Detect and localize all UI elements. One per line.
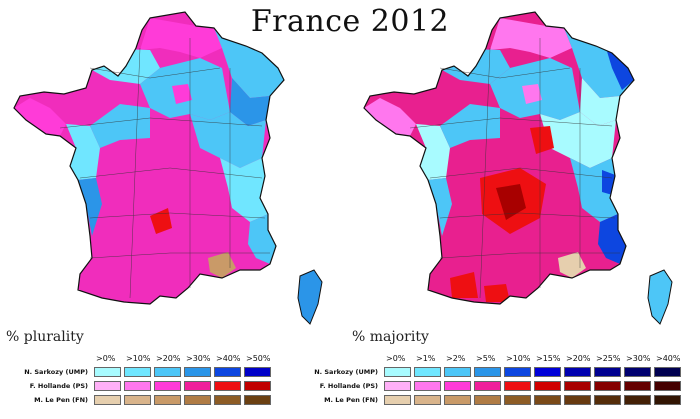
legend-swatch — [624, 367, 651, 377]
legend-swatch — [534, 381, 561, 391]
legend-header: >0% — [96, 354, 116, 363]
legend-header: >20% — [566, 354, 591, 363]
legend-swatch — [534, 367, 561, 377]
majority-map-regions — [364, 12, 634, 304]
legend-swatch — [594, 395, 621, 405]
legend-swatch — [94, 395, 121, 405]
legend-swatch — [124, 367, 151, 377]
legend-header: >30% — [626, 354, 651, 363]
legend-header: >30% — [186, 354, 211, 363]
legend-header: >1% — [416, 354, 436, 363]
legend-swatch — [564, 395, 591, 405]
legend-swatch — [184, 367, 211, 377]
legend-swatch — [444, 367, 471, 377]
legend-header: >50% — [246, 354, 271, 363]
corsica — [647, 269, 673, 325]
legend-swatch — [504, 367, 531, 377]
legend-row-label: M. Le Pen (FN) — [34, 396, 88, 404]
legend-header: >5% — [476, 354, 496, 363]
legend-header: >40% — [656, 354, 681, 363]
legend-swatch — [414, 367, 441, 377]
legend-swatch — [504, 395, 531, 405]
plurality-caption: % plurality — [6, 329, 84, 345]
legend-header: >25% — [596, 354, 621, 363]
legend-swatch — [154, 395, 181, 405]
legend-swatch — [654, 381, 681, 391]
legend-swatch — [654, 367, 681, 377]
legend-swatch — [564, 381, 591, 391]
majority-caption: % majority — [352, 329, 429, 345]
legend-swatch — [474, 395, 501, 405]
legend-swatch — [414, 381, 441, 391]
legend-row-label: N. Sarkozy (UMP) — [314, 368, 378, 376]
legend-swatch — [384, 381, 411, 391]
legend-swatch — [384, 367, 411, 377]
legend-swatch — [654, 395, 681, 405]
legend-header: >2% — [446, 354, 466, 363]
legend-swatch — [504, 381, 531, 391]
legend-swatch — [244, 381, 271, 391]
france-outline — [363, 11, 635, 305]
legend-swatch — [124, 381, 151, 391]
legend-swatch — [534, 395, 561, 405]
legend-swatch — [444, 395, 471, 405]
legend-swatch — [154, 367, 181, 377]
department-borders — [59, 38, 270, 299]
legend-swatch — [94, 381, 121, 391]
plurality-map-regions — [14, 12, 284, 304]
legend-swatch — [214, 381, 241, 391]
legend-swatch — [94, 367, 121, 377]
majority-map — [363, 11, 673, 325]
legend-header: >15% — [536, 354, 561, 363]
department-borders — [409, 38, 620, 299]
legend-swatch — [384, 395, 411, 405]
legend-row-label: F. Hollande (PS) — [319, 382, 378, 390]
legend-header: >40% — [216, 354, 241, 363]
legend-swatch — [564, 367, 591, 377]
legend-swatch — [624, 381, 651, 391]
legend-row-label: M. Le Pen (FN) — [324, 396, 378, 404]
legend-header: >0% — [386, 354, 406, 363]
legend-swatch — [594, 367, 621, 377]
legend-header: >20% — [156, 354, 181, 363]
legend-swatch — [184, 381, 211, 391]
plurality-map — [13, 11, 323, 325]
legend-swatch — [474, 367, 501, 377]
legend-row-label: N. Sarkozy (UMP) — [24, 368, 88, 376]
legend-swatch — [184, 395, 211, 405]
france-outline — [13, 11, 285, 305]
legend-swatch — [244, 395, 271, 405]
legend-swatch — [444, 381, 471, 391]
legend-header: >10% — [506, 354, 531, 363]
legend-swatch — [414, 395, 441, 405]
corsica — [297, 269, 323, 325]
legend-swatch — [124, 395, 151, 405]
legend-swatch — [594, 381, 621, 391]
legend-row-label: F. Hollande (PS) — [29, 382, 88, 390]
legend-swatch — [214, 367, 241, 377]
legend-swatch — [214, 395, 241, 405]
legend-swatch — [154, 381, 181, 391]
map-title: France 2012 — [250, 4, 450, 39]
legend-header: >10% — [126, 354, 151, 363]
legend-swatch — [244, 367, 271, 377]
legend-swatch — [624, 395, 651, 405]
legend-swatch — [474, 381, 501, 391]
